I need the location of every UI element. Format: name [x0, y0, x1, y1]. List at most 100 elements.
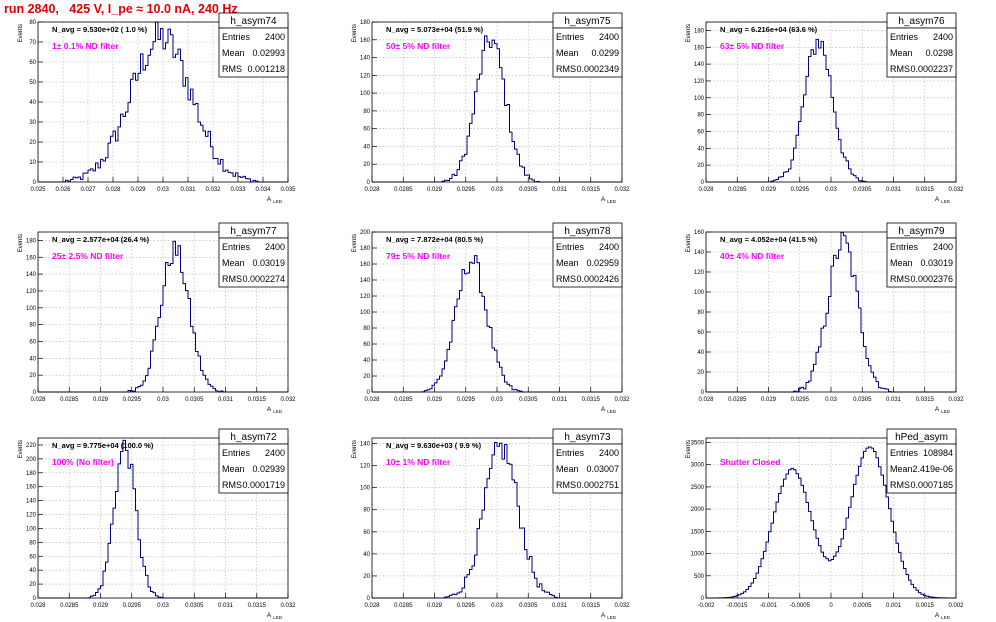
x-tick-label: 0.0295: [791, 397, 810, 403]
stats-body-box: [218, 237, 289, 288]
x-tick-label: 0.028: [364, 603, 380, 609]
y-tick-label: 100: [360, 486, 371, 492]
y-axis-label: Events: [18, 234, 24, 252]
x-tick-label: 0.03: [491, 397, 503, 403]
y-tick-label: 140: [360, 56, 371, 62]
plot-frame: [705, 231, 957, 393]
stats-box: h_asym74 Entries 2400 Mean 0.02993 RMS 0.00121…: [218, 12, 289, 78]
histogram-line: [706, 446, 956, 599]
x-tick-label: 0.033: [230, 187, 246, 193]
y-tick-label: 20: [697, 163, 704, 169]
plot-frame: [37, 21, 289, 183]
stats-value: 0.02939: [252, 464, 285, 474]
stats-value: 0.0002426: [576, 274, 619, 284]
y-tick-label: 160: [694, 230, 705, 236]
stats-key: RMS: [222, 64, 242, 74]
x-tick-label: 0.0315: [582, 187, 601, 193]
plot-frame: [705, 21, 957, 183]
stats-key: RMS: [556, 480, 576, 490]
stats-key: Mean: [556, 48, 579, 58]
x-tick-label: 0.0285: [60, 397, 79, 403]
x-tick-label: 0.0015: [916, 603, 935, 609]
y-tick-label: 80: [29, 323, 36, 329]
y-tick-label: 60: [697, 129, 704, 135]
x-tick-label: 0.028: [105, 187, 121, 193]
x-tick-label: 0.029: [761, 187, 777, 193]
y-tick-label: 20: [29, 582, 36, 588]
stats-body-box: [218, 27, 289, 78]
y-tick-label: 120: [694, 79, 705, 85]
x-tick-label: 0.0305: [519, 187, 538, 193]
stats-body-box: [218, 443, 289, 494]
x-axis-label-sub: LED: [273, 615, 283, 620]
x-tick-label: 0.0305: [185, 603, 204, 609]
x-tick-label: 0.028: [30, 603, 46, 609]
x-axis-label: A LED: [267, 196, 283, 204]
y-tick-label: 20: [363, 374, 370, 380]
x-tick-label: 0.0285: [394, 603, 413, 609]
x-tick-label: 0.03: [491, 187, 503, 193]
y-tick-label: 40: [363, 358, 370, 364]
navg-label: N_avg = 9.630e+03 ( 9.9 %): [386, 441, 482, 450]
y-tick-label: 60: [363, 530, 370, 536]
run-title: run 2840, 425 V, I_pe ≈ 10.0 nA, 240 Hz: [4, 2, 238, 16]
stats-value: 0.0002349: [576, 64, 619, 74]
y-tick-label: 60: [363, 342, 370, 348]
y-tick-label: 200: [26, 457, 37, 463]
y-tick-label: 100: [694, 96, 705, 102]
x-tick-label: 0.026: [55, 187, 71, 193]
x-tick-label: 0.032: [948, 397, 964, 403]
stats-key: Mean: [222, 258, 245, 268]
y-tick-label: 160: [694, 45, 705, 51]
x-axis-label-sub: LED: [941, 199, 951, 204]
stats-value: 0.03007: [586, 464, 619, 474]
panel-h_asym75: 0.028 0.0285 0.029 0.0295 0.03 0.0305 0.031 0.0…: [352, 12, 630, 204]
navg-label: N_avg = 6.216e+04 (63.6 %): [720, 25, 818, 34]
stats-value: 0.0002376: [910, 274, 953, 284]
panel-h_asym73: 0.028 0.0285 0.029 0.0295 0.03 0.0305 0.031 0.0…: [352, 428, 630, 620]
x-tick-label: 0.0305: [853, 187, 872, 193]
y-tick-label: 120: [360, 294, 371, 300]
stats-value: 2.419e-06: [912, 464, 953, 474]
y-axis-label: Events: [352, 440, 358, 458]
navg-label: N_avg = 5.073e+04 (51.9 %): [386, 25, 484, 34]
stats-key: Entries: [556, 32, 585, 42]
x-tick-label: 0.028: [364, 397, 380, 403]
x-axis-label: A LED: [935, 196, 951, 204]
histogram-name: h_asym74: [230, 16, 277, 27]
y-tick-label: 60: [29, 554, 36, 560]
x-tick-label: 0.028: [30, 397, 46, 403]
stats-key: Mean: [556, 464, 579, 474]
stats-key: Entries: [222, 242, 251, 252]
stats-key: RMS: [556, 64, 576, 74]
stats-key: Entries: [556, 242, 585, 252]
y-tick-label: 220: [26, 443, 37, 449]
stats-value: 2400: [265, 242, 285, 252]
x-tick-label: 0.0315: [582, 603, 601, 609]
y-tick-label: 0: [701, 180, 705, 186]
filter-label: 40± 4% ND filter: [720, 251, 785, 261]
y-tick-label: 40: [363, 552, 370, 558]
x-tick-label: 0.0295: [457, 603, 476, 609]
y-tick-label: 0: [367, 180, 371, 186]
x-axis-label: A LED: [601, 196, 617, 204]
x-tick-label: 0.032: [948, 187, 964, 193]
y-tick-label: 20: [29, 140, 36, 146]
filter-label: 25± 2.5% ND filter: [52, 251, 124, 261]
y-tick-label: 120: [26, 289, 37, 295]
filter-label: 100% (No filter): [52, 457, 114, 467]
plot-frame: [37, 437, 289, 599]
stats-key: RMS: [890, 274, 910, 284]
y-tick-label: 2000: [691, 507, 705, 513]
stats-box: h_asym77 Entries 2400 Mean 0.03019 RMS 0.00022…: [218, 222, 289, 288]
y-axis-label: Events: [686, 24, 692, 42]
x-tick-label: 0.03: [825, 187, 837, 193]
y-tick-label: 80: [697, 113, 704, 119]
x-tick-label: 0.0315: [248, 603, 267, 609]
y-tick-label: 160: [360, 262, 371, 268]
stats-value: 2400: [933, 242, 953, 252]
x-tick-label: 0.029: [130, 187, 146, 193]
y-tick-label: 80: [363, 508, 370, 514]
